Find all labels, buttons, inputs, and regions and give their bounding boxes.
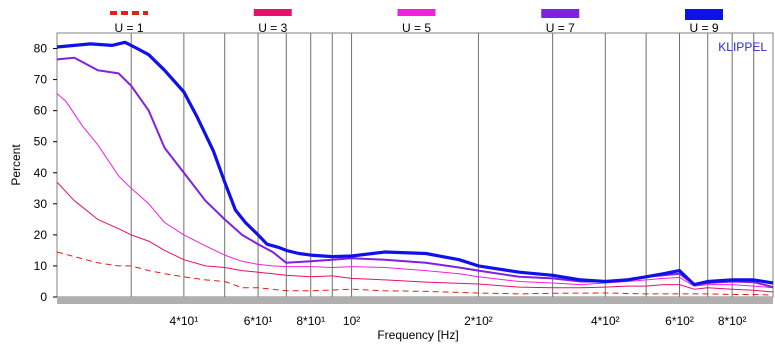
y-tick-label: 30 bbox=[34, 197, 48, 211]
legend-label: U = 1 bbox=[114, 21, 143, 35]
legend: U = 1 U = 3 U = 5 U = 7 U = 9 bbox=[110, 9, 723, 35]
y-tick-label: 60 bbox=[34, 104, 48, 118]
x-tick-label: 2*10² bbox=[464, 314, 493, 328]
grid bbox=[130, 33, 755, 304]
series-line-u5 bbox=[56, 93, 774, 289]
y-tick-label: 50 bbox=[34, 135, 48, 149]
y-tick-label: 80 bbox=[34, 42, 48, 56]
legend-label: U = 7 bbox=[546, 21, 575, 35]
x-tick-label: 4*10² bbox=[591, 314, 620, 328]
series-line-u3 bbox=[56, 181, 774, 293]
x-ticks: 4*10¹ 6*10¹ 8*10¹ 10² 2*10² 4*10² 6*10² 8*10² bbox=[170, 314, 747, 328]
klippel-watermark: KLIPPEL bbox=[718, 40, 767, 54]
x-axis-bar bbox=[57, 297, 773, 304]
x-tick-label: 8*10² bbox=[718, 314, 747, 328]
legend-swatch bbox=[253, 9, 292, 16]
y-tick-label: 70 bbox=[34, 73, 48, 87]
legend-swatch bbox=[397, 9, 436, 16]
x-tick-label: 8*10¹ bbox=[296, 314, 325, 328]
x-tick-label: 6*10² bbox=[665, 314, 694, 328]
x-axis-title: Frequency [Hz] bbox=[377, 328, 458, 342]
x-tick-label: 6*10¹ bbox=[244, 314, 273, 328]
y-tick-label: 40 bbox=[34, 166, 48, 180]
legend-label: U = 9 bbox=[689, 21, 718, 35]
y-tick-label: 0 bbox=[40, 290, 47, 304]
legend-swatch bbox=[541, 9, 580, 18]
series-group bbox=[56, 40, 774, 296]
series-line-u1 bbox=[56, 251, 774, 296]
x-tick-label: 4*10¹ bbox=[170, 314, 199, 328]
y-axis-title: Percent bbox=[9, 144, 23, 186]
series-line-u7 bbox=[56, 56, 774, 289]
legend-label: U = 3 bbox=[258, 21, 287, 35]
y-tick-label: 10 bbox=[34, 259, 48, 273]
y-tick-label: 20 bbox=[34, 228, 48, 242]
legend-swatch bbox=[685, 9, 723, 20]
x-tick-label: 10² bbox=[343, 314, 360, 328]
legend-label: U = 5 bbox=[402, 21, 431, 35]
y-ticks: 0 10 20 30 40 50 60 70 80 bbox=[34, 42, 57, 304]
series-line-u9 bbox=[56, 40, 774, 287]
